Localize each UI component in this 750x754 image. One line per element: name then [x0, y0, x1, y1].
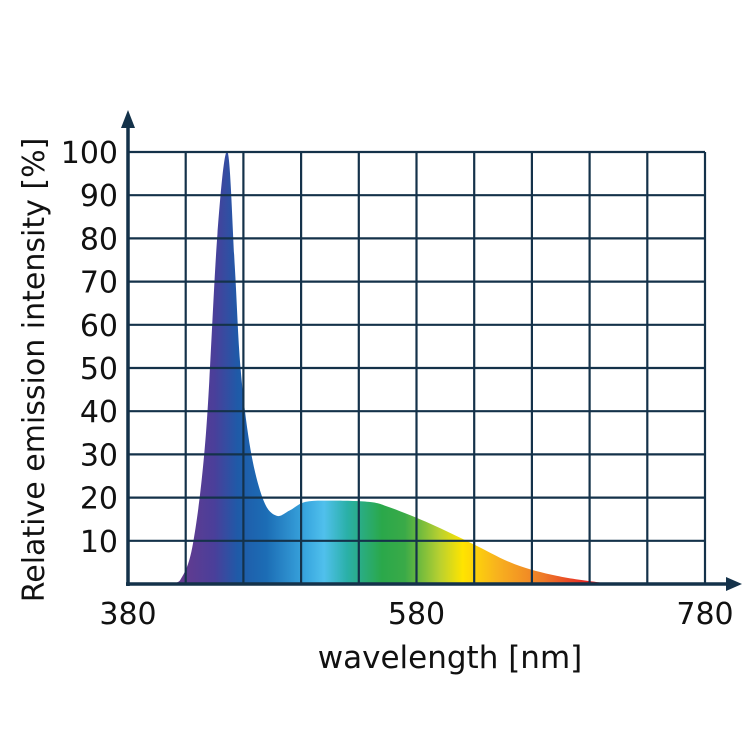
y-tick-label: 40 — [80, 395, 118, 430]
y-tick-label: 70 — [80, 266, 118, 301]
y-tick-label: 80 — [80, 222, 118, 257]
y-axis-arrow — [121, 110, 135, 128]
x-tick-label: 580 — [388, 597, 445, 632]
y-tick-label: 60 — [80, 309, 118, 344]
x-tick-label: 780 — [676, 597, 733, 632]
y-tick-label: 10 — [80, 525, 118, 560]
y-tick-label: 90 — [80, 179, 118, 214]
y-tick-label: 100 — [61, 136, 118, 171]
y-tick-label: 30 — [80, 438, 118, 473]
x-axis-label: wavelength [nm] — [318, 640, 582, 676]
y-tick-label: 50 — [80, 352, 118, 387]
y-axis-label: Relative emission intensity [%] — [17, 138, 52, 603]
x-tick-label: 380 — [99, 597, 156, 632]
y-tick-label: 20 — [80, 482, 118, 517]
x-axis-arrow — [726, 577, 742, 591]
